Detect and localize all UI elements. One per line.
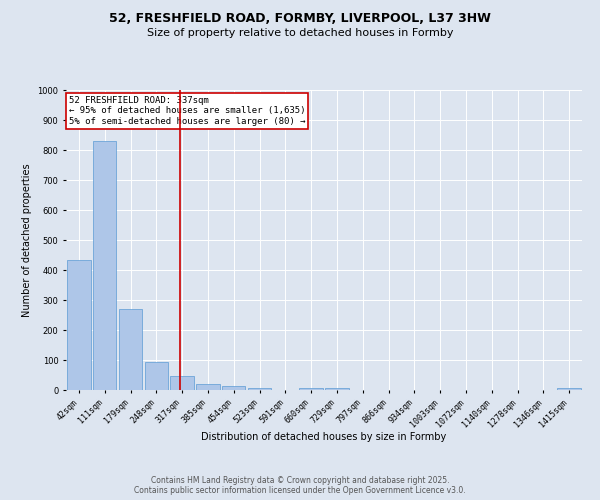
Bar [145,362,168,390]
Bar [170,376,194,390]
Text: Size of property relative to detached houses in Formby: Size of property relative to detached ho… [147,28,453,38]
Bar [325,388,349,390]
Bar [557,388,581,390]
Bar [299,388,323,390]
Text: 52, FRESHFIELD ROAD, FORMBY, LIVERPOOL, L37 3HW: 52, FRESHFIELD ROAD, FORMBY, LIVERPOOL, … [109,12,491,26]
Y-axis label: Number of detached properties: Number of detached properties [22,163,32,317]
Bar [196,384,220,390]
Bar [119,309,142,390]
Bar [248,388,271,390]
X-axis label: Distribution of detached houses by size in Formby: Distribution of detached houses by size … [202,432,446,442]
Text: Contains HM Land Registry data © Crown copyright and database right 2025.
Contai: Contains HM Land Registry data © Crown c… [134,476,466,495]
Bar [67,260,91,390]
Text: 52 FRESHFIELD ROAD: 337sqm
← 95% of detached houses are smaller (1,635)
5% of se: 52 FRESHFIELD ROAD: 337sqm ← 95% of deta… [68,96,305,126]
Bar [222,386,245,390]
Bar [93,141,116,390]
